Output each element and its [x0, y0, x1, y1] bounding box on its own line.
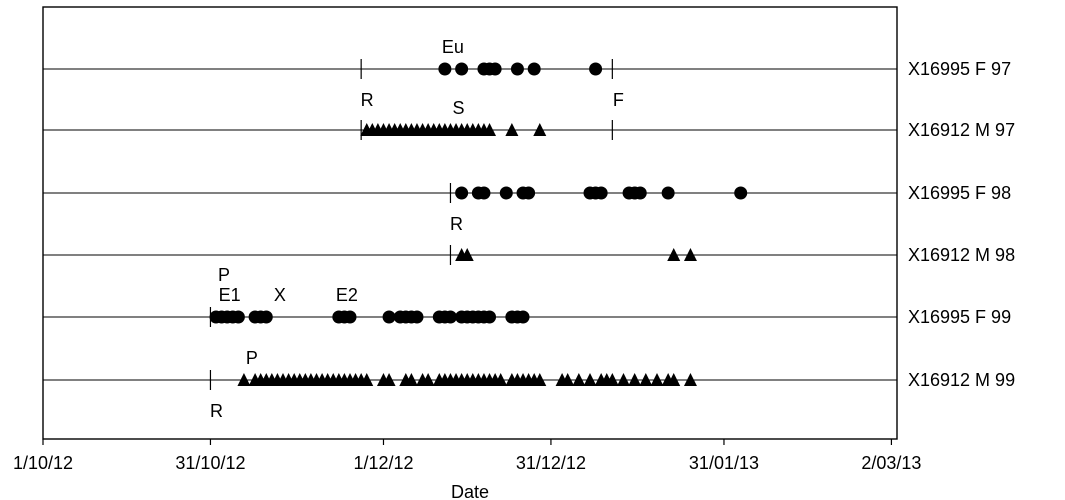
data-point-triangle	[561, 373, 575, 386]
data-point-triangle	[683, 248, 697, 261]
data-point-triangle	[483, 123, 497, 136]
data-point-triangle	[237, 373, 251, 386]
series-label: X16912 M 97	[908, 120, 1015, 140]
series-label: X16995 F 98	[908, 183, 1011, 203]
data-point-circle	[259, 310, 273, 324]
data-point-triangle	[628, 373, 642, 386]
point-annotation: E2	[336, 285, 358, 305]
data-point-triangle	[605, 373, 619, 386]
data-point-triangle	[572, 373, 586, 386]
x-tick-label: 31/12/12	[516, 453, 586, 473]
series-label: X16912 M 98	[908, 245, 1015, 265]
event-marker-label: R	[210, 401, 223, 421]
x-tick-label: 31/01/13	[689, 453, 759, 473]
data-point-circle	[343, 310, 357, 324]
x-tick-label: 1/12/12	[353, 453, 413, 473]
plot-frame	[42, 6, 898, 440]
point-annotation: P	[246, 348, 258, 368]
x-axis-title: Date	[451, 482, 489, 500]
data-point-triangle	[360, 373, 374, 386]
event-marker-label: R	[450, 214, 463, 234]
data-point-circle	[231, 310, 245, 324]
series-label: X16912 M 99	[908, 370, 1015, 390]
data-point-circle	[522, 186, 536, 200]
point-annotation: E1	[219, 285, 241, 305]
series-label: X16995 F 99	[908, 307, 1011, 327]
data-point-circle	[594, 186, 608, 200]
point-annotation: S	[452, 98, 464, 118]
data-point-circle	[589, 62, 603, 76]
point-annotation: X	[274, 285, 286, 305]
data-point-triangle	[650, 373, 664, 386]
x-tick-label: 2/03/13	[861, 453, 921, 473]
point-annotation: Eu	[442, 37, 464, 57]
data-point-circle	[438, 62, 452, 76]
data-point-triangle	[421, 373, 435, 386]
data-point-circle	[443, 310, 457, 324]
data-point-triangle	[494, 373, 508, 386]
data-point-circle	[516, 310, 530, 324]
data-point-circle	[455, 186, 469, 200]
data-point-circle	[382, 310, 396, 324]
data-point-triangle	[667, 248, 681, 261]
data-point-triangle	[533, 123, 547, 136]
data-point-circle	[527, 62, 541, 76]
data-point-circle	[499, 186, 513, 200]
data-point-triangle	[616, 373, 630, 386]
data-point-circle	[455, 62, 469, 76]
data-point-triangle	[683, 373, 697, 386]
data-point-triangle	[382, 373, 396, 386]
data-point-triangle	[460, 248, 474, 261]
data-point-circle	[477, 186, 491, 200]
event-marker-label: R	[361, 90, 374, 110]
data-point-circle	[410, 310, 424, 324]
data-point-triangle	[533, 373, 547, 386]
data-point-circle	[734, 186, 748, 200]
x-tick-label: 1/10/12	[13, 453, 73, 473]
data-point-circle	[510, 62, 524, 76]
x-tick-label: 31/10/12	[175, 453, 245, 473]
data-point-circle	[488, 62, 502, 76]
point-annotation: P	[218, 265, 230, 285]
data-point-circle	[483, 310, 497, 324]
data-point-triangle	[583, 373, 597, 386]
data-point-triangle	[639, 373, 653, 386]
data-point-triangle	[404, 373, 418, 386]
data-point-triangle	[667, 373, 681, 386]
data-point-triangle	[505, 123, 519, 136]
series-label: X16995 F 97	[908, 59, 1011, 79]
data-point-circle	[633, 186, 647, 200]
data-point-circle	[661, 186, 675, 200]
event-marker-label: F	[613, 90, 624, 110]
